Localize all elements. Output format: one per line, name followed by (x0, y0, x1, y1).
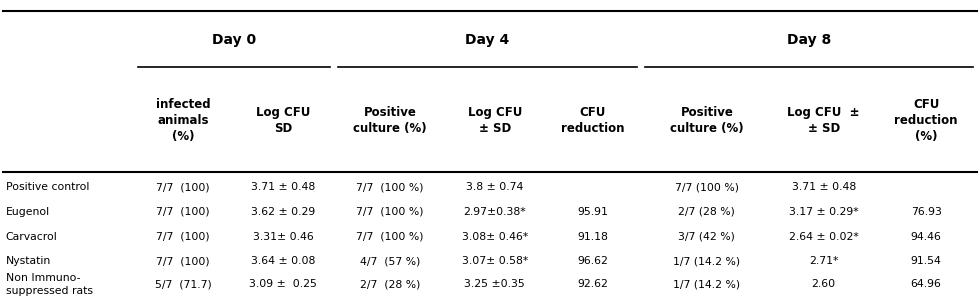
Text: 3.64 ± 0.08: 3.64 ± 0.08 (251, 256, 316, 266)
Text: Day 8: Day 8 (787, 33, 831, 47)
Text: Day 4: Day 4 (466, 33, 510, 47)
Text: 2/7 (28 %): 2/7 (28 %) (678, 207, 735, 217)
Text: 3.08± 0.46*: 3.08± 0.46* (462, 232, 528, 242)
Text: Log CFU
SD: Log CFU SD (256, 106, 310, 135)
Text: 3.62 ± 0.29: 3.62 ± 0.29 (251, 207, 315, 217)
Text: CFU
reduction: CFU reduction (561, 106, 624, 135)
Text: 7/7  (100 %): 7/7 (100 %) (357, 207, 424, 217)
Text: Log CFU
± SD: Log CFU ± SD (467, 106, 522, 135)
Text: 3.31± 0.46: 3.31± 0.46 (253, 232, 314, 242)
Text: 3.71 ± 0.48: 3.71 ± 0.48 (792, 182, 856, 192)
Text: 7/7  (100): 7/7 (100) (156, 256, 210, 266)
Text: 3/7 (42 %): 3/7 (42 %) (678, 232, 735, 242)
Text: Positive
culture (%): Positive culture (%) (670, 106, 744, 135)
Text: 3.07± 0.58*: 3.07± 0.58* (462, 256, 528, 266)
Text: 96.62: 96.62 (577, 256, 608, 266)
Text: Day 0: Day 0 (212, 33, 257, 47)
Text: 1/7 (14.2 %): 1/7 (14.2 %) (673, 279, 740, 290)
Text: 3.25 ±0.35: 3.25 ±0.35 (465, 279, 525, 290)
Text: Carvacrol: Carvacrol (6, 232, 58, 242)
Text: 7/7  (100 %): 7/7 (100 %) (357, 232, 424, 242)
Text: 3.17 ± 0.29*: 3.17 ± 0.29* (789, 207, 858, 217)
Text: 2.64 ± 0.02*: 2.64 ± 0.02* (789, 232, 858, 242)
Text: 1/7 (14.2 %): 1/7 (14.2 %) (673, 256, 740, 266)
Text: 7/7 (100 %): 7/7 (100 %) (675, 182, 739, 192)
Text: 7/7  (100): 7/7 (100) (156, 182, 210, 192)
Text: 64.96: 64.96 (910, 279, 942, 290)
Text: Eugenol: Eugenol (6, 207, 50, 217)
Text: 95.91: 95.91 (577, 207, 608, 217)
Text: 7/7  (100): 7/7 (100) (156, 207, 210, 217)
Text: Nystatin: Nystatin (6, 256, 51, 266)
Text: 5/7  (71.7): 5/7 (71.7) (155, 279, 212, 290)
Text: 7/7  (100): 7/7 (100) (156, 232, 210, 242)
Text: 3.71 ± 0.48: 3.71 ± 0.48 (251, 182, 315, 192)
Text: infected
animals
(%): infected animals (%) (156, 98, 211, 142)
Text: Log CFU  ±
± SD: Log CFU ± ± SD (788, 106, 860, 135)
Text: Non Immuno-
suppressed rats: Non Immuno- suppressed rats (6, 273, 93, 296)
Text: 91.18: 91.18 (577, 232, 608, 242)
Text: 2.97±0.38*: 2.97±0.38* (464, 207, 526, 217)
Text: 2.60: 2.60 (811, 279, 836, 290)
Text: 92.62: 92.62 (577, 279, 608, 290)
Text: 7/7  (100 %): 7/7 (100 %) (357, 182, 424, 192)
Text: Positive
culture (%): Positive culture (%) (354, 106, 427, 135)
Text: 76.93: 76.93 (910, 207, 942, 217)
Text: 94.46: 94.46 (910, 232, 942, 242)
Text: 2.71*: 2.71* (809, 256, 839, 266)
Text: Positive control: Positive control (6, 182, 89, 192)
Text: 2/7  (28 %): 2/7 (28 %) (360, 279, 420, 290)
Text: 4/7  (57 %): 4/7 (57 %) (360, 256, 420, 266)
Text: 3.8 ± 0.74: 3.8 ± 0.74 (466, 182, 523, 192)
Text: CFU
reduction
(%): CFU reduction (%) (895, 98, 957, 142)
Text: 91.54: 91.54 (910, 256, 942, 266)
Text: 3.09 ±  0.25: 3.09 ± 0.25 (249, 279, 317, 290)
